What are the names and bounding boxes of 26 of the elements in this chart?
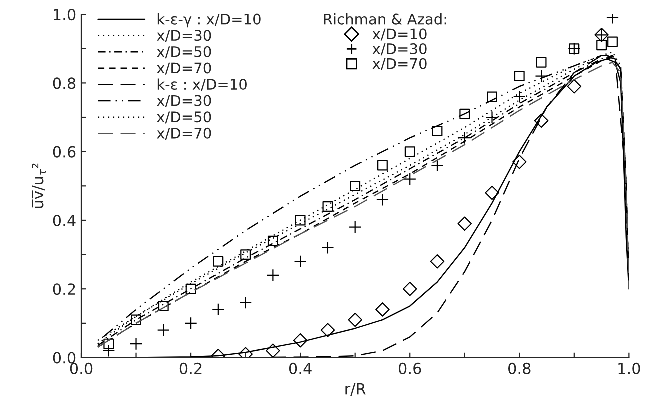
- x-tick-label: 0.6: [398, 362, 422, 374]
- legend-label: x/D=30: [157, 30, 212, 42]
- legend-label: x/D=50: [157, 112, 212, 124]
- legend-label: x/D=70: [157, 62, 212, 75]
- x-tick-label: 0.8: [508, 362, 531, 374]
- legend-title: Richman & Azad:: [324, 14, 446, 25]
- y-tick-label: 1.0: [54, 9, 76, 21]
- legend-label: k-ε : x/D=10: [158, 78, 247, 92]
- y-tick-label: 0.2: [53, 284, 76, 296]
- legend-label: x/D=10: [372, 28, 427, 41]
- x-tick-label: 0.2: [180, 362, 202, 374]
- x-tick-label: 1.0: [618, 362, 640, 374]
- y-tick-label: 0.6: [53, 146, 76, 158]
- x-tick-label: 0.0: [70, 362, 93, 374]
- y-tick-label: 0.4: [53, 214, 76, 226]
- legend-label: x/D=30: [157, 95, 212, 108]
- legend-label: x/D=70: [372, 58, 427, 70]
- legend-label: x/D=50: [157, 46, 212, 59]
- y-tick-label: 0.0: [53, 352, 76, 364]
- legend-label: x/D=30: [372, 43, 427, 56]
- y-axis-title: u̅v̅/u$_{τ}$²: [32, 164, 46, 208]
- legend-label: k-ε-γ : x/D=10: [158, 14, 261, 28]
- y-tick-label: 0.8: [53, 78, 76, 90]
- legend-label: x/D=70: [157, 128, 212, 140]
- x-axis-title: r/R: [346, 383, 366, 396]
- x-tick-label: 0.4: [289, 362, 312, 374]
